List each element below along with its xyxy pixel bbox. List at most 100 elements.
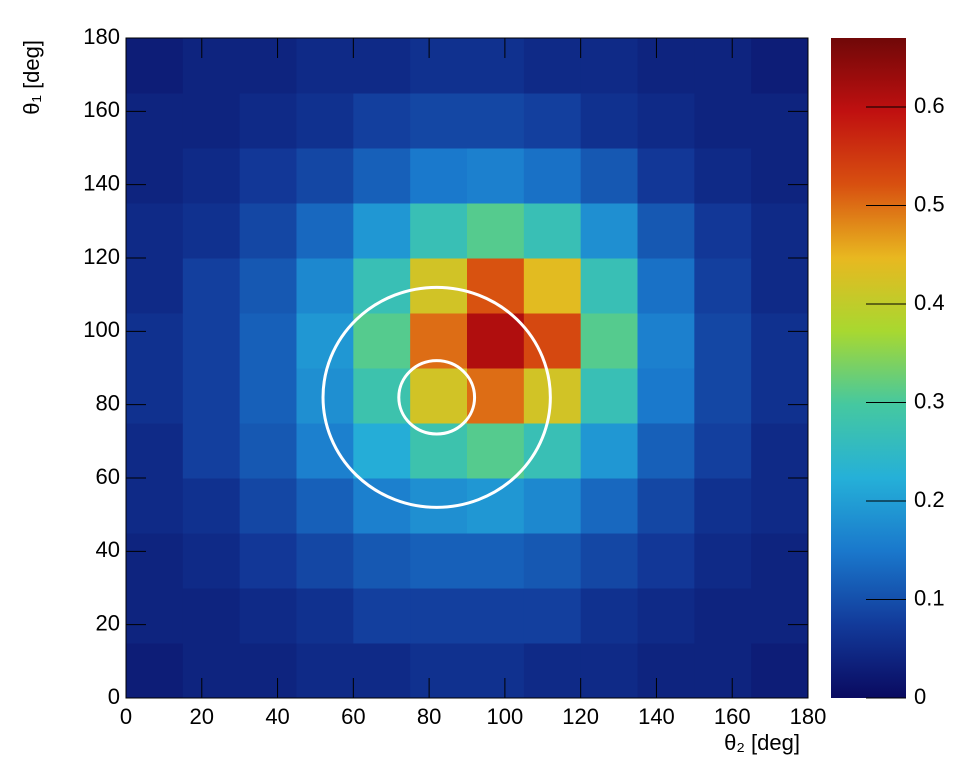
heatmap-cell xyxy=(126,588,184,644)
heatmap-cell xyxy=(523,368,582,424)
x-tick-label: 40 xyxy=(265,704,289,729)
heatmap-cell xyxy=(182,368,241,424)
heatmap-cell xyxy=(467,423,525,479)
heatmap-cell xyxy=(637,368,695,424)
heatmap-cell xyxy=(239,313,297,369)
heatmap-cell xyxy=(353,93,411,149)
heatmap-cell xyxy=(239,368,297,424)
heatmap-cell xyxy=(126,313,184,369)
heatmap-cell xyxy=(353,313,411,369)
colorbar xyxy=(831,38,906,698)
heatmap-cell xyxy=(182,533,241,589)
heatmap-cell xyxy=(637,643,695,699)
heatmap-cell xyxy=(239,258,297,314)
x-tick-label: 100 xyxy=(487,704,524,729)
colorbar-tick-label: 0.6 xyxy=(914,93,945,118)
heatmap-cells xyxy=(126,38,809,699)
heatmap-cell xyxy=(296,478,354,534)
colorbar-tick-label: 0 xyxy=(914,684,926,709)
heatmap-cell xyxy=(580,643,638,699)
heatmap-cell xyxy=(523,588,582,644)
heatmap-cell xyxy=(467,643,525,699)
heatmap-cell xyxy=(353,643,411,699)
heatmap-cell xyxy=(296,588,354,644)
y-tick-label: 0 xyxy=(108,684,120,709)
heatmap-cell xyxy=(410,148,468,204)
heatmap-cell xyxy=(637,313,695,369)
heatmap-cell xyxy=(694,368,752,424)
heatmap-cell xyxy=(637,148,695,204)
heatmap-cell xyxy=(410,368,468,424)
heatmap-cell xyxy=(182,93,241,149)
heatmap-cell xyxy=(580,478,638,534)
overlay xyxy=(125,37,809,699)
heatmap-cell xyxy=(637,478,695,534)
heatmap-cell xyxy=(410,643,468,699)
heatmap-cell xyxy=(694,423,752,479)
colorbar-tick-label: 0.1 xyxy=(914,585,945,610)
heatmap-cell xyxy=(694,313,752,369)
heatmap-cell xyxy=(126,423,184,479)
heatmap-cell xyxy=(523,38,582,94)
heatmap-cell xyxy=(467,258,525,314)
heatmap-cell xyxy=(523,423,582,479)
heatmap-cell xyxy=(694,203,752,259)
x-tick-label: 60 xyxy=(341,704,365,729)
heatmap-cell xyxy=(694,148,752,204)
heatmap-cell xyxy=(410,38,468,94)
x-tick-label: 20 xyxy=(190,704,214,729)
heatmap-cell xyxy=(353,533,411,589)
heatmap-cell xyxy=(182,258,241,314)
heatmap-cell xyxy=(751,643,809,699)
x-axis-label: θ₂ [deg] xyxy=(724,730,800,755)
heatmap-cell xyxy=(637,203,695,259)
heatmap-cell xyxy=(694,478,752,534)
heatmap-cell xyxy=(410,258,468,314)
heatmap-cell xyxy=(637,38,695,94)
y-tick-label: 100 xyxy=(83,317,120,342)
heatmap-cell xyxy=(467,588,525,644)
y-tick-label: 20 xyxy=(96,610,120,635)
heatmap-cell xyxy=(467,313,525,369)
heatmap-cell xyxy=(580,588,638,644)
y-tick-label: 60 xyxy=(96,464,120,489)
heatmap-cell xyxy=(182,588,241,644)
heatmap-cell xyxy=(126,258,184,314)
heatmap-cell xyxy=(580,38,638,94)
heatmap-cell xyxy=(296,643,354,699)
heatmap-cell xyxy=(523,203,582,259)
heatmap-cell xyxy=(523,148,582,204)
heatmap-cell xyxy=(353,203,411,259)
region-circle xyxy=(321,285,552,509)
colorbar-tick-label: 0.3 xyxy=(914,388,945,413)
x-tick-label: 120 xyxy=(562,704,599,729)
heatmap-cell xyxy=(239,643,297,699)
heatmap-cell xyxy=(410,203,468,259)
heatmap-cell xyxy=(296,203,354,259)
heatmap-cell xyxy=(296,93,354,149)
y-axis-label: θ₁ [deg] xyxy=(19,40,44,115)
y-tick-label: 80 xyxy=(96,390,120,415)
region-circle xyxy=(397,359,477,436)
heatmap-cell xyxy=(182,203,241,259)
heatmap-cell xyxy=(523,93,582,149)
heatmap-cell xyxy=(751,203,809,259)
heatmap-cell xyxy=(694,643,752,699)
heatmap-cell xyxy=(580,148,638,204)
heatmap-cell xyxy=(751,588,809,644)
heatmap-cell xyxy=(751,478,809,534)
heatmap-cell xyxy=(523,533,582,589)
heatmap-cell xyxy=(182,38,241,94)
y-tick-label: 40 xyxy=(96,537,120,562)
colorbar-tick-label: 0.2 xyxy=(914,487,945,512)
heatmap-cell xyxy=(182,423,241,479)
heatmap-cell xyxy=(239,38,297,94)
heatmap-cell xyxy=(353,423,411,479)
heatmap-cell xyxy=(751,368,809,424)
heatmap-cell xyxy=(239,478,297,534)
heatmap-cell xyxy=(353,588,411,644)
heatmap-cell xyxy=(126,368,184,424)
heatmap-cell xyxy=(239,423,297,479)
heatmap-cell xyxy=(296,423,354,479)
